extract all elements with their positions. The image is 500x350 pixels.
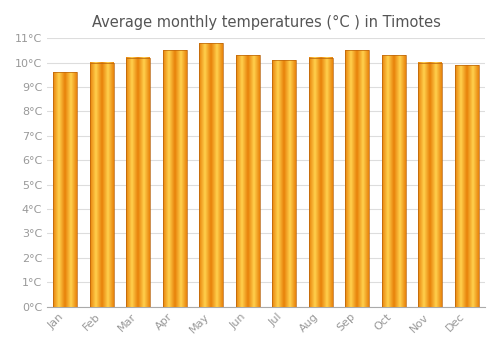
Bar [54, 72, 77, 307]
Title: Average monthly temperatures (°C ) in Timotes: Average monthly temperatures (°C ) in Ti… [92, 15, 440, 30]
Bar [163, 50, 186, 307]
Bar [200, 43, 223, 307]
Bar [272, 60, 296, 307]
Bar [236, 55, 260, 307]
Bar [455, 65, 478, 307]
Bar [382, 55, 406, 307]
Bar [90, 63, 114, 307]
Bar [126, 58, 150, 307]
Bar [418, 63, 442, 307]
Bar [346, 50, 369, 307]
Bar [309, 58, 332, 307]
